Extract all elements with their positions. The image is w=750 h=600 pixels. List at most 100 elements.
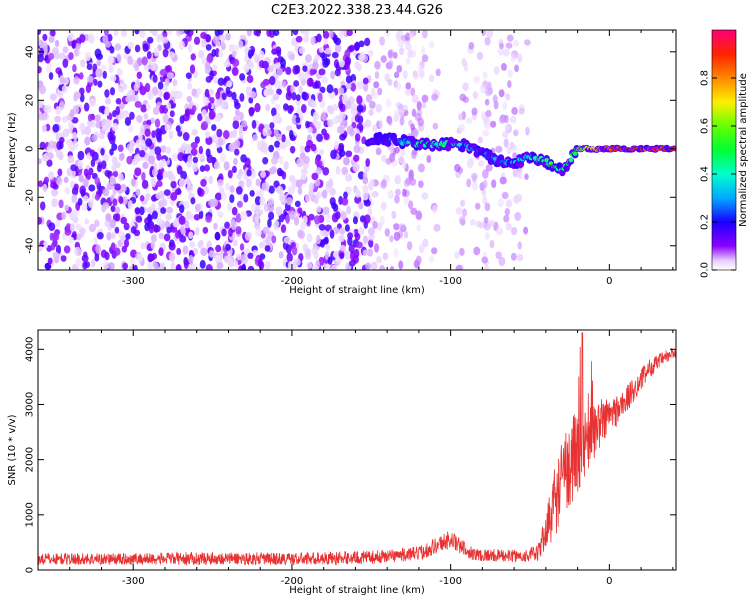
noise-point — [162, 30, 168, 39]
noise-point — [247, 60, 254, 69]
noise-point — [503, 138, 509, 148]
noise-point — [56, 176, 63, 186]
colorbar-tick-label: 0.2 — [700, 214, 711, 230]
spectrogram-x-label: Height of straight line (km) — [289, 285, 425, 296]
noise-point — [353, 144, 361, 154]
noise-point — [86, 75, 94, 83]
noise-point — [94, 193, 100, 201]
noise-point — [232, 58, 240, 67]
x-tick-label: 0 — [606, 576, 612, 587]
noise-point — [479, 222, 485, 229]
noise-point — [234, 148, 240, 156]
noise-point — [208, 250, 215, 258]
noise-point — [352, 216, 358, 225]
noise-point — [79, 33, 86, 43]
noise-point — [55, 219, 61, 228]
noise-point — [472, 181, 479, 191]
noise-point — [248, 106, 256, 115]
noise-point — [145, 138, 153, 147]
noise-point — [238, 40, 244, 49]
noise-point — [96, 59, 102, 67]
noise-point — [252, 134, 258, 142]
y-tick-label: -20 — [25, 189, 36, 205]
noise-point — [357, 171, 365, 180]
noise-point — [330, 149, 337, 160]
noise-point — [269, 122, 275, 129]
noise-point — [166, 72, 174, 79]
noise-point — [192, 162, 199, 173]
noise-point — [161, 198, 168, 207]
noise-point — [505, 199, 513, 208]
noise-point — [341, 197, 349, 206]
figure-title: C2E3.2022.338.23.44.G26 — [271, 3, 443, 18]
noise-point — [50, 30, 56, 37]
noise-point — [334, 43, 342, 53]
noise-point — [415, 210, 423, 220]
noise-point — [216, 262, 224, 269]
noise-point — [321, 53, 328, 62]
noise-point — [422, 30, 428, 39]
noise-point — [270, 107, 277, 117]
noise-point — [329, 30, 334, 39]
noise-point — [483, 122, 491, 130]
noise-point — [482, 179, 488, 189]
noise-point — [147, 92, 154, 100]
noise-point — [168, 252, 176, 262]
noise-point — [411, 108, 417, 117]
noise-point — [239, 92, 245, 102]
noise-point — [197, 113, 203, 122]
noise-point — [217, 211, 224, 219]
noise-point — [52, 251, 60, 259]
noise-point — [345, 174, 352, 182]
noise-point — [274, 62, 281, 70]
noise-point — [151, 210, 158, 220]
noise-point — [156, 152, 162, 161]
colorbar-label: Normalized spectral amplitude — [738, 73, 749, 227]
noise-point — [77, 160, 84, 170]
noise-point — [46, 63, 52, 73]
noise-point — [499, 176, 507, 185]
noise-point — [477, 136, 483, 144]
signal-point — [544, 157, 550, 163]
noise-point — [64, 186, 71, 194]
noise-point — [247, 265, 255, 270]
snr-line — [38, 332, 676, 567]
noise-point — [393, 231, 401, 241]
noise-point — [235, 186, 243, 195]
noise-point — [52, 231, 60, 242]
noise-point — [387, 116, 393, 126]
noise-point — [208, 109, 216, 120]
snr-x-label: Height of straight line (km) — [289, 585, 425, 596]
noise-point — [50, 181, 57, 189]
y-tick-label: 2000 — [25, 447, 36, 472]
noise-point — [62, 58, 69, 69]
noise-point — [468, 41, 475, 50]
noise-point — [151, 130, 156, 139]
noise-point — [84, 261, 91, 269]
noise-point — [517, 53, 523, 64]
noise-point — [191, 88, 197, 97]
noise-point — [251, 119, 257, 129]
noise-point — [484, 202, 491, 212]
noise-point — [139, 206, 145, 216]
noise-point — [54, 39, 60, 48]
noise-point — [310, 100, 316, 107]
noise-point — [91, 134, 98, 142]
noise-point — [279, 141, 287, 150]
y-tick-label: 0 — [25, 146, 36, 152]
noise-point — [311, 172, 319, 181]
noise-point — [193, 247, 198, 255]
noise-point — [365, 158, 371, 167]
noise-point — [135, 188, 141, 196]
noise-point — [140, 242, 146, 250]
noise-point — [362, 249, 369, 257]
noise-point — [84, 136, 91, 146]
noise-point — [231, 206, 238, 216]
noise-point — [153, 262, 159, 270]
noise-point — [379, 215, 385, 226]
noise-point — [134, 30, 140, 35]
noise-point — [60, 77, 66, 84]
noise-point — [346, 205, 352, 215]
noise-point — [350, 108, 358, 116]
